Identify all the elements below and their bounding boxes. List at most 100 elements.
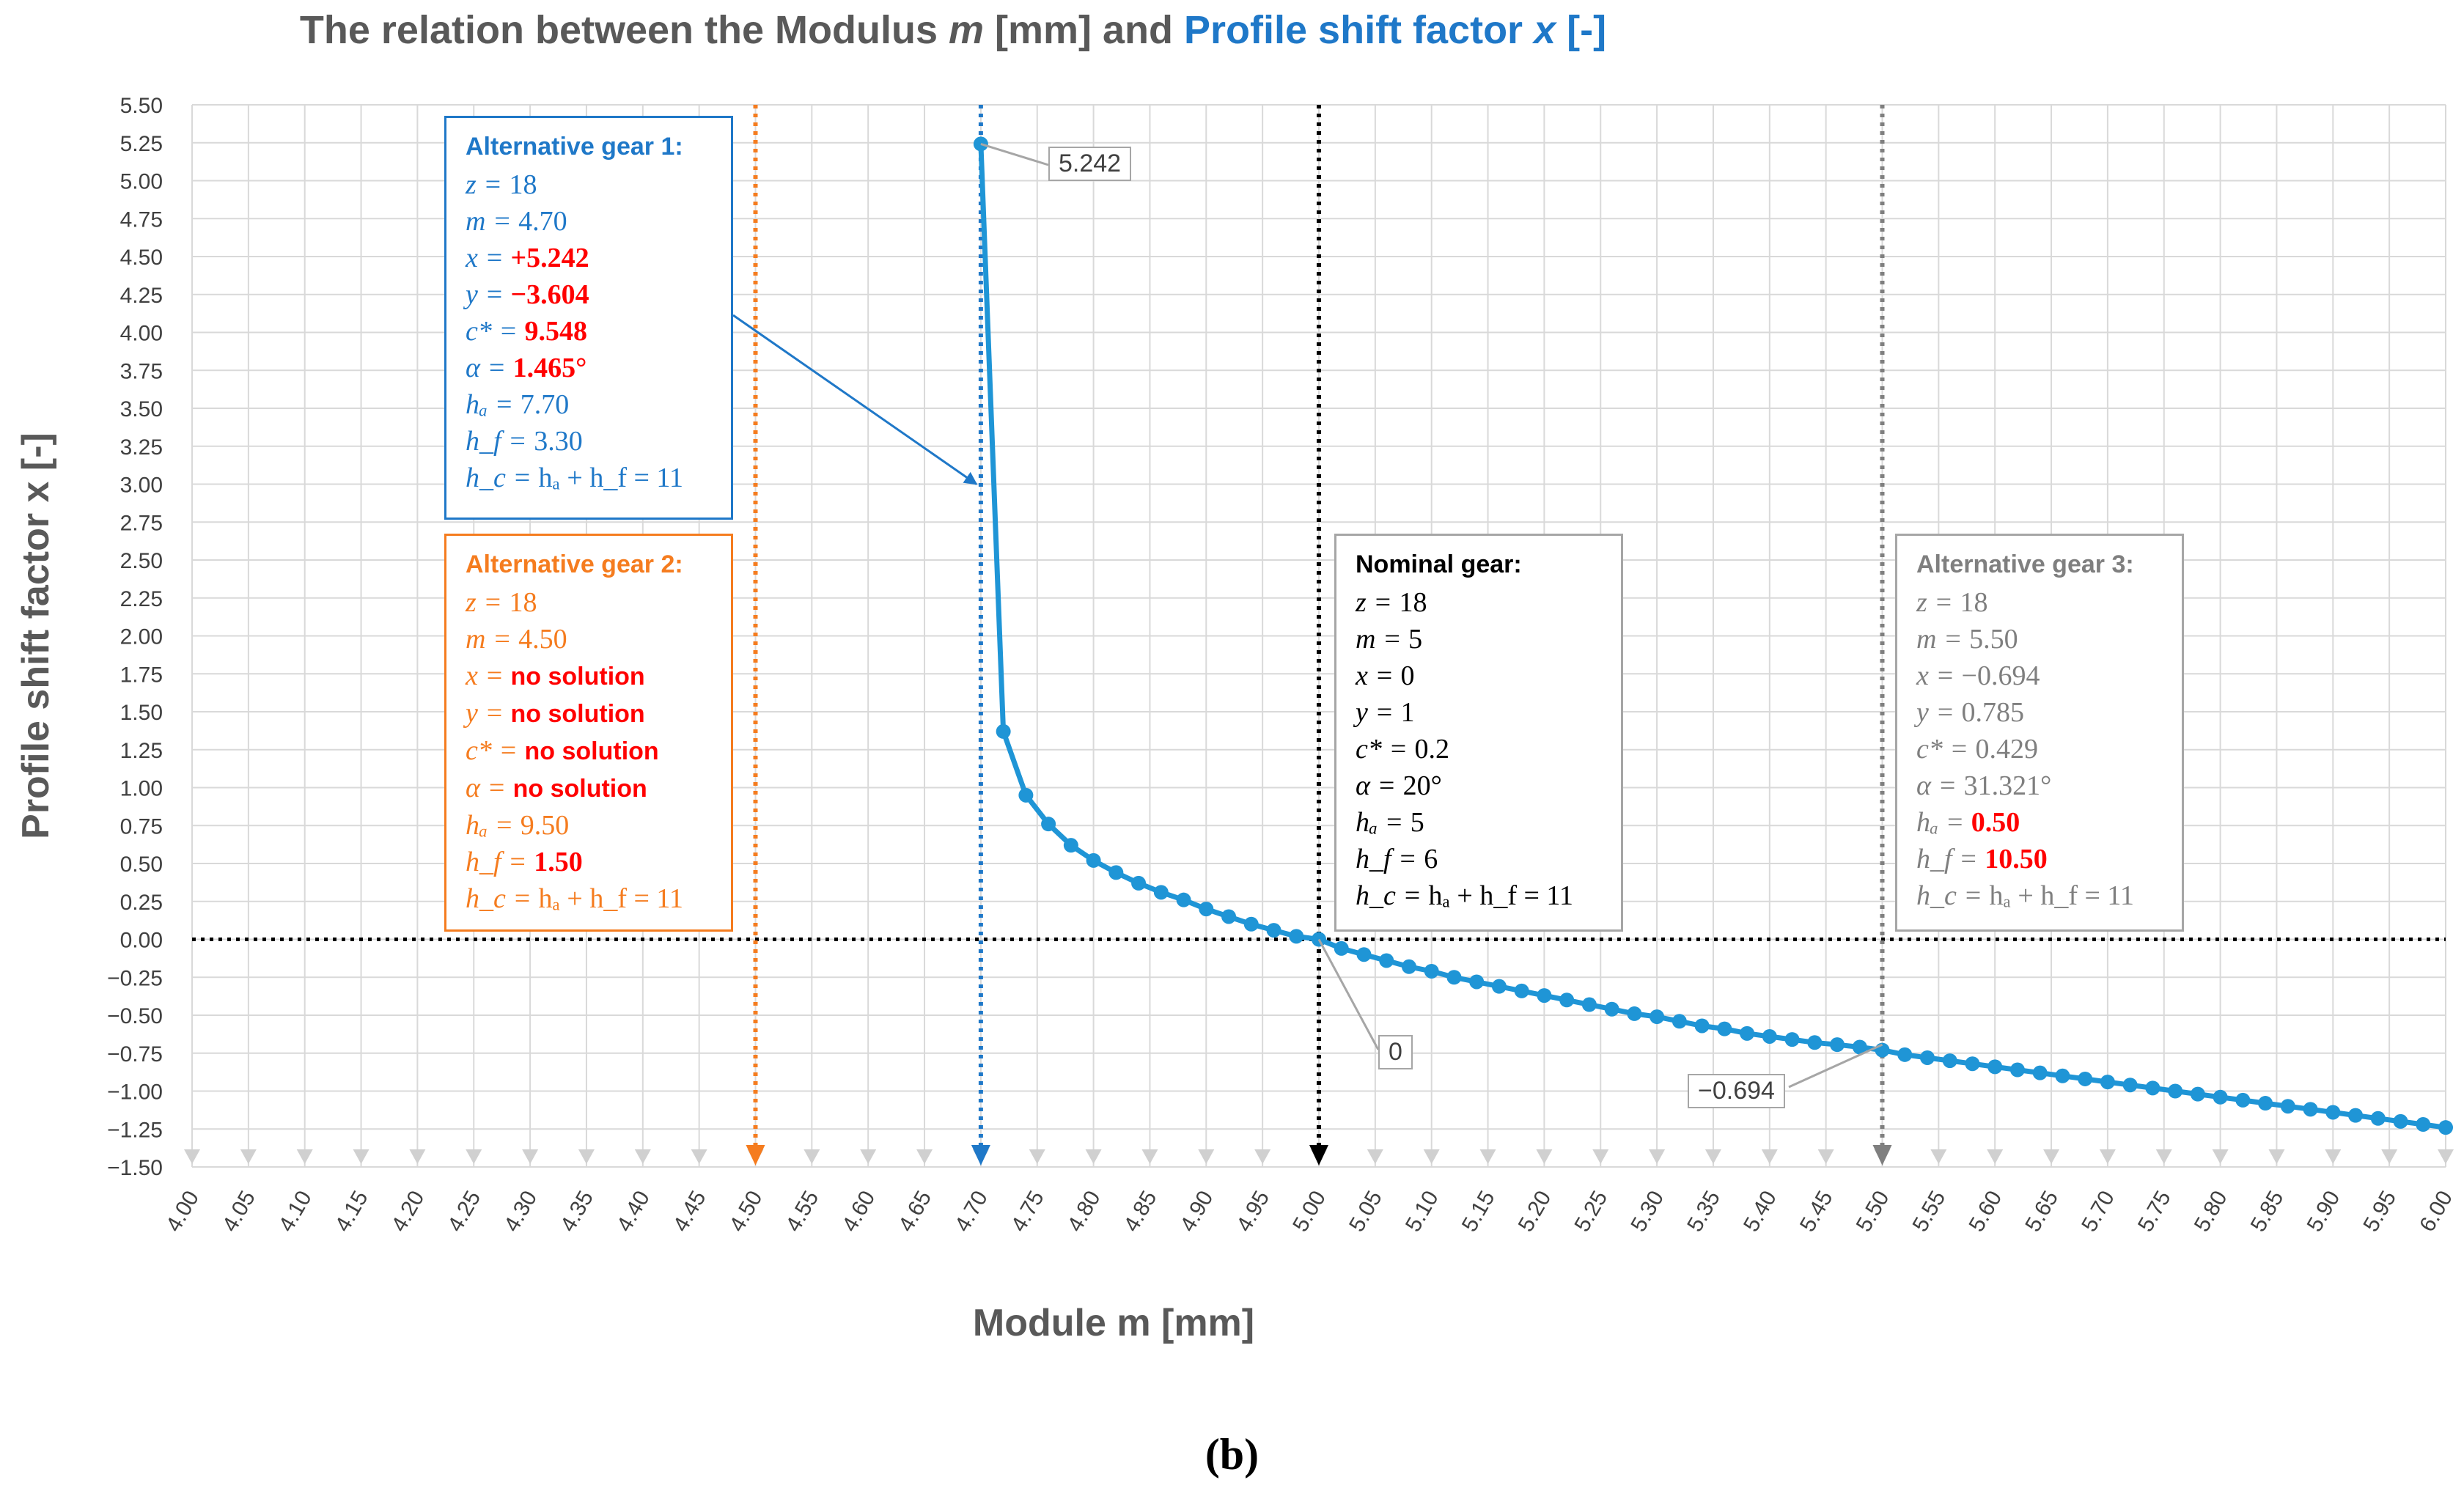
box-line: x = −0.694 [1916, 658, 2166, 694]
box-line: α = 31.321° [1916, 767, 2166, 804]
box-line: z = 18 [1916, 584, 2166, 621]
x-tick-marker [1704, 1149, 1721, 1164]
title-part2: [mm] and [984, 8, 1185, 52]
data-point [2303, 1102, 2318, 1117]
y-tick-label: 2.50 [120, 549, 163, 573]
x-tick-marker [2099, 1149, 2116, 1164]
x-tick-label: 4.15 [331, 1187, 373, 1236]
alternative-gear-1-lines: z = 18 m = 4.70 x = +5.242 y = −3.604 c* = 9… [466, 166, 715, 496]
box-line-value: 18 [509, 587, 537, 618]
x-tick-label: 4.30 [499, 1187, 542, 1236]
box-line: c* = 0.2 [1356, 731, 1605, 767]
y-tick-label: −1.00 [107, 1080, 163, 1105]
y-tick-label: 0.75 [120, 814, 163, 839]
x-tick-marker [1536, 1149, 1553, 1164]
x-tick-marker [184, 1149, 200, 1164]
x-tick-marker [578, 1149, 595, 1164]
data-point [2168, 1083, 2183, 1099]
box-line: α = 20° [1356, 767, 1605, 804]
data-point [1289, 929, 1304, 944]
data-point [1537, 988, 1552, 1003]
box-line-value: no solution [510, 663, 645, 690]
x-tick-marker [1649, 1149, 1666, 1164]
box-line-symbol: hₐ = [1356, 807, 1411, 838]
x-tick-marker [296, 1149, 313, 1164]
y-tick-label: 5.00 [120, 170, 163, 194]
x-tick-marker [634, 1149, 651, 1164]
alternative-gear-2-header: Alternative gear 2: [466, 550, 683, 578]
x-tick-label: 4.45 [669, 1187, 711, 1236]
x-tick-label: 4.60 [837, 1187, 880, 1236]
data-point [1650, 1009, 1665, 1025]
box-line-value: 1.50 [534, 847, 583, 877]
y-tick-label: −0.25 [107, 966, 163, 990]
y-tick-label: −1.25 [107, 1118, 163, 1142]
y-tick-label: 4.00 [120, 322, 163, 346]
data-point [2235, 1092, 2251, 1108]
data-point [2055, 1068, 2070, 1083]
x-tick-label: 4.35 [556, 1187, 598, 1236]
x-tick-label: 5.15 [1457, 1187, 1500, 1236]
x-tick-label: 5.20 [1514, 1187, 1556, 1236]
box-line-symbol: z = [1356, 587, 1400, 618]
title-x: x [1534, 8, 1556, 52]
box-line-symbol: x = [1916, 660, 1962, 691]
box-line: h_f = 6 [1356, 841, 1605, 877]
data-point [1672, 1014, 1687, 1029]
box-line-symbol: hₐ = [466, 810, 521, 841]
data-point [1334, 940, 1349, 956]
box-line-value: 0 [1400, 660, 1415, 691]
y-tick-label: 2.75 [120, 511, 163, 535]
x-tick-label: 4.25 [444, 1187, 486, 1236]
data-point [1379, 953, 1394, 968]
x-tick-marker [1367, 1149, 1383, 1164]
x-tick-marker [2043, 1149, 2060, 1164]
x-tick-label: 5.60 [1964, 1187, 2007, 1236]
x-tick-label: 4.20 [387, 1187, 430, 1236]
x-tick-marker [1029, 1149, 1045, 1164]
data-point [1604, 1001, 1619, 1017]
box-line: c* = 0.429 [1916, 731, 2166, 767]
y-axis-title: Profile shift factor x [-] [15, 432, 57, 839]
box-line: y = no solution [466, 695, 715, 732]
box-line-value: 18 [509, 169, 537, 200]
title-part1: The relation between the Modulus [299, 8, 949, 52]
data-point [1919, 1050, 1935, 1065]
y-tick-label: 5.25 [120, 132, 163, 156]
x-tick-marker [2381, 1149, 2398, 1164]
x-tick-label: 4.90 [1176, 1187, 1218, 1236]
data-point [1717, 1021, 1732, 1036]
data-point [1086, 852, 1101, 868]
title-part4: [-] [1556, 8, 1607, 52]
x-tick-label: 4.50 [725, 1187, 768, 1236]
box-line-symbol: z = [1916, 587, 1960, 618]
box-line-value: 1.465° [512, 353, 587, 383]
data-point [1018, 787, 1034, 803]
alternative-gear-3-header: Alternative gear 3: [1916, 550, 2134, 578]
box-line-symbol: hₐ = [466, 389, 521, 420]
box-line: z = 18 [466, 584, 715, 621]
data-point [1356, 947, 1372, 962]
data-point [2348, 1108, 2364, 1123]
x-tick-marker [1198, 1149, 1215, 1164]
x-tick-label: 5.35 [1682, 1187, 1725, 1236]
data-point [1108, 865, 1124, 880]
box-line: h_c = hₐ + h_f = 11 [1356, 877, 1605, 914]
y-tick-label: 3.50 [120, 397, 163, 421]
box-line-symbol: y = [466, 279, 511, 310]
data-point [1063, 838, 1078, 853]
x-tick-label: 5.50 [1852, 1187, 1894, 1236]
alternative-gear-2-lines: z = 18 m = 4.50 x = no solution y = no solu… [466, 584, 715, 917]
box-line-symbol: x = [1356, 660, 1401, 691]
box-line: hₐ = 0.50 [1916, 804, 2166, 841]
y-tick-label: 2.00 [120, 625, 163, 649]
box-line: x = no solution [466, 658, 715, 695]
data-point [1199, 902, 1214, 917]
x-tick-label: 4.80 [1063, 1187, 1106, 1236]
x-tick-label: 5.75 [2133, 1187, 2176, 1236]
x-axis-title: Module m [mm] [973, 1302, 1254, 1344]
x-tick-label: 5.30 [1626, 1187, 1669, 1236]
x-tick-label: 5.70 [2077, 1187, 2119, 1236]
x-tick-marker [353, 1149, 369, 1164]
